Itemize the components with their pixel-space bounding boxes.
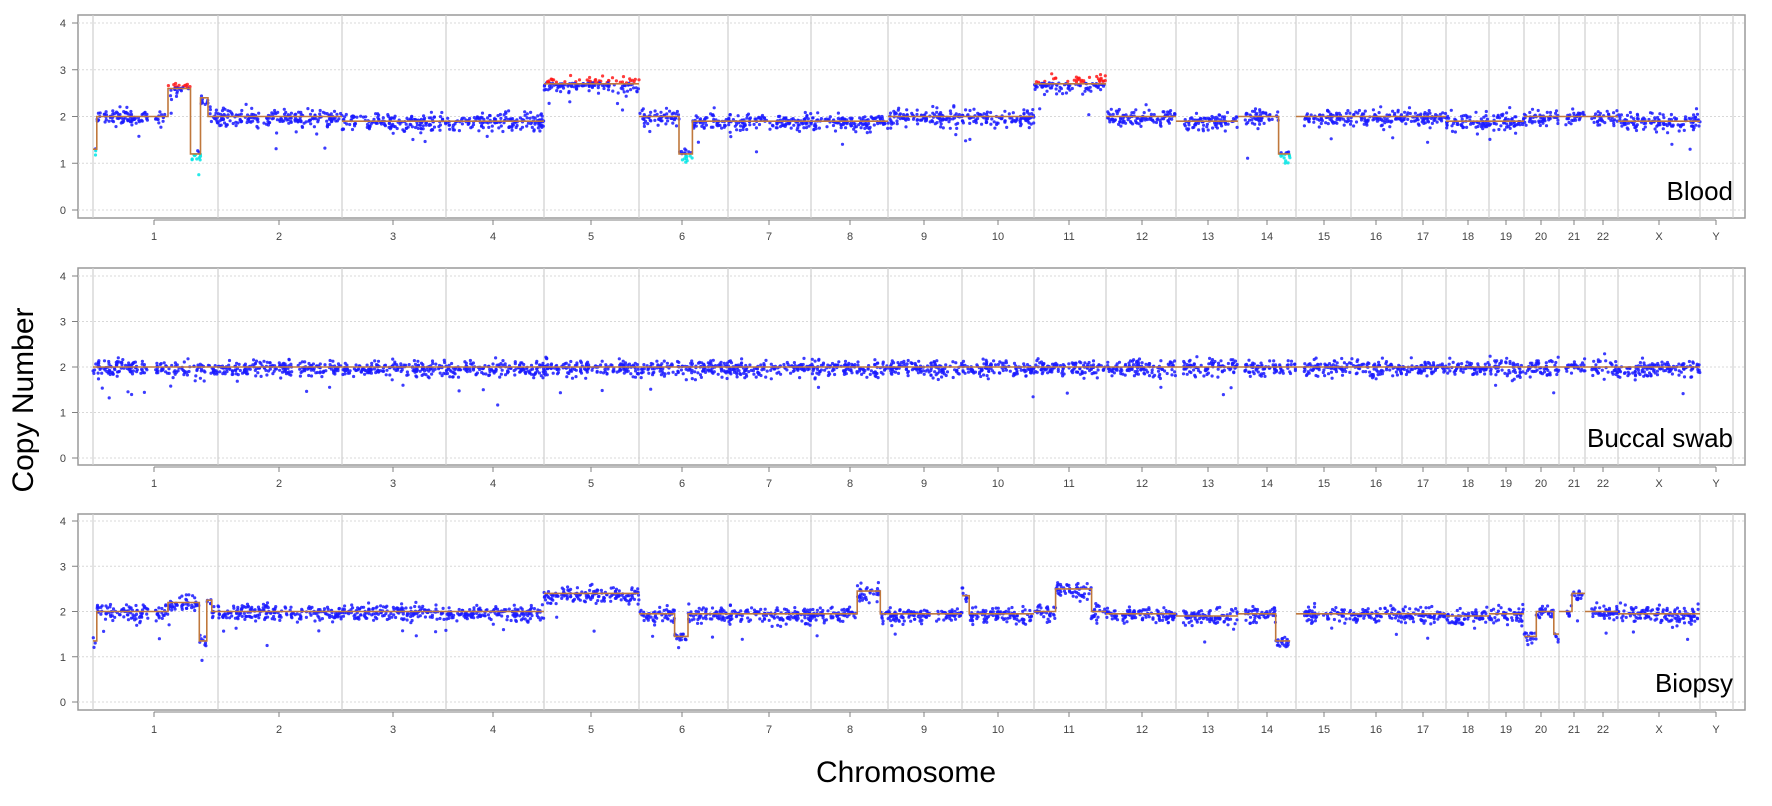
- x-tick-label: 3: [390, 231, 396, 243]
- x-tick-label: 15: [1318, 478, 1330, 490]
- sample-label: Biopsy: [1655, 668, 1733, 698]
- x-tick-label: 10: [992, 231, 1004, 243]
- x-tick-label: 13: [1202, 231, 1214, 243]
- x-tick-label: 20: [1535, 478, 1547, 490]
- x-tick-label: 12: [1136, 478, 1148, 490]
- y-axis-label-text: Copy Number: [7, 307, 41, 492]
- x-tick-label: 22: [1597, 478, 1609, 490]
- y-tick-label: 2: [60, 607, 66, 619]
- x-tick-label: 5: [588, 231, 594, 243]
- x-tick-label: 22: [1597, 231, 1609, 243]
- x-tick-label: 2: [276, 231, 282, 243]
- x-tick-label: 21: [1568, 478, 1580, 490]
- x-tick-label: 17: [1417, 478, 1429, 490]
- x-tick-label: 5: [588, 478, 594, 490]
- y-tick-label: 0: [60, 453, 66, 465]
- x-tick-label: 9: [921, 724, 927, 736]
- x-axis-label: Chromosome: [0, 756, 1772, 790]
- x-tick-label: 3: [390, 724, 396, 736]
- y-tick-label: 3: [60, 561, 66, 573]
- x-tick-label: 11: [1063, 724, 1074, 736]
- x-tick-label: 15: [1318, 724, 1330, 736]
- x-tick-label: 10: [992, 478, 1004, 490]
- x-tick-label: 18: [1462, 478, 1474, 490]
- x-tick-label: 3: [390, 478, 396, 490]
- y-tick-label: 2: [60, 362, 66, 374]
- x-tick-label: 15: [1318, 231, 1330, 243]
- x-tick-label: 6: [679, 231, 685, 243]
- sample-label: Buccal swab: [1587, 423, 1733, 453]
- x-tick-label: 1: [151, 724, 157, 736]
- y-tick-label: 1: [60, 408, 66, 420]
- x-tick-label: 18: [1462, 231, 1474, 243]
- x-tick-label: 5: [588, 724, 594, 736]
- x-tick-label: 17: [1417, 724, 1429, 736]
- x-tick-label: 19: [1500, 231, 1512, 243]
- y-tick-label: 3: [60, 317, 66, 329]
- x-tick-label: 9: [921, 231, 927, 243]
- x-tick-label: 6: [679, 478, 685, 490]
- x-tick-label: Y: [1712, 231, 1720, 243]
- x-tick-label: 4: [490, 231, 496, 243]
- x-tick-label: 11: [1063, 231, 1074, 243]
- x-tick-label: 14: [1261, 478, 1273, 490]
- y-tick-label: 4: [60, 516, 66, 528]
- y-axis-label: Copy Number: [4, 260, 44, 540]
- x-tick-label: 8: [847, 231, 853, 243]
- x-tick-label: 4: [490, 478, 496, 490]
- x-tick-label: 21: [1568, 724, 1580, 736]
- x-tick-label: 19: [1500, 724, 1512, 736]
- x-tick-label: 12: [1136, 724, 1148, 736]
- x-tick-label: X: [1655, 724, 1663, 736]
- y-tick-label: 4: [60, 18, 66, 30]
- x-tick-label: 7: [766, 231, 772, 243]
- x-tick-label: 2: [276, 724, 282, 736]
- x-tick-label: 1: [151, 231, 157, 243]
- x-tick-label: 11: [1063, 478, 1074, 490]
- x-tick-label: 16: [1370, 724, 1382, 736]
- x-tick-label: 12: [1136, 231, 1148, 243]
- x-tick-label: 22: [1597, 724, 1609, 736]
- x-tick-label: 19: [1500, 478, 1512, 490]
- y-tick-label: 0: [60, 205, 66, 217]
- y-tick-label: 1: [60, 158, 66, 170]
- x-tick-label: 14: [1261, 231, 1273, 243]
- x-tick-label: 20: [1535, 724, 1547, 736]
- x-tick-label: X: [1655, 478, 1663, 490]
- x-tick-label: 9: [921, 478, 927, 490]
- x-tick-label: 16: [1370, 231, 1382, 243]
- x-tick-label: 7: [766, 478, 772, 490]
- x-tick-label: 2: [276, 478, 282, 490]
- y-tick-label: 0: [60, 697, 66, 709]
- x-tick-label: 1: [151, 478, 157, 490]
- x-tick-label: 16: [1370, 478, 1382, 490]
- x-tick-label: 20: [1535, 231, 1547, 243]
- x-tick-label: Y: [1712, 478, 1720, 490]
- x-tick-label: 6: [679, 724, 685, 736]
- y-tick-label: 4: [60, 271, 66, 283]
- x-tick-label: 8: [847, 478, 853, 490]
- x-tick-label: 7: [766, 724, 772, 736]
- x-tick-label: 21: [1568, 231, 1580, 243]
- x-tick-label: 14: [1261, 724, 1273, 736]
- y-tick-label: 2: [60, 112, 66, 124]
- y-tick-label: 3: [60, 65, 66, 77]
- x-tick-label: 4: [490, 724, 496, 736]
- x-tick-label: Y: [1712, 724, 1720, 736]
- x-tick-label: 10: [992, 724, 1004, 736]
- x-tick-label: 13: [1202, 724, 1214, 736]
- x-tick-label: 8: [847, 724, 853, 736]
- sample-label: Blood: [1667, 176, 1734, 206]
- x-tick-label: 13: [1202, 478, 1214, 490]
- x-tick-label: 17: [1417, 231, 1429, 243]
- x-tick-label: X: [1655, 231, 1663, 243]
- x-tick-label: 18: [1462, 724, 1474, 736]
- y-tick-label: 1: [60, 652, 66, 664]
